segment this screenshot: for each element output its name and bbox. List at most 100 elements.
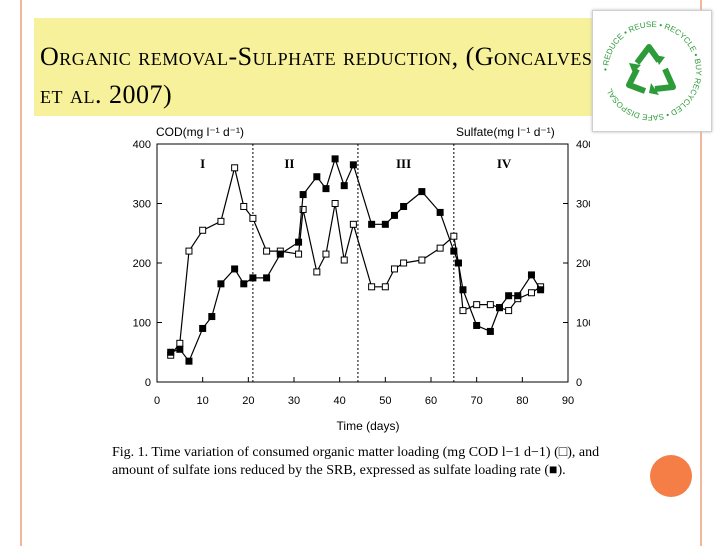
sulfate-point: [390, 211, 398, 219]
sulfate-point: [450, 247, 458, 255]
sulfate-point: [331, 155, 339, 163]
cod-point: [436, 244, 444, 252]
sulfate-point: [368, 220, 376, 228]
x-tick-label: 80: [516, 395, 528, 407]
y-right-tick-label: 400: [576, 139, 590, 151]
recycle-arrow-1: [634, 44, 662, 65]
sulfate-point: [322, 185, 330, 193]
chart: 0010010020020030030040040001020304050607…: [110, 118, 595, 445]
y-left-tick-label: 200: [133, 258, 151, 270]
cod-point: [486, 301, 494, 309]
cod-point: [381, 283, 389, 291]
sulfate-point: [473, 321, 481, 329]
sulfate-point: [496, 304, 503, 312]
x-axis-title: Time (days): [337, 419, 400, 433]
sulfate-point: [176, 345, 184, 353]
recycle-arrow-2: [654, 67, 676, 92]
x-tick-label: 40: [334, 395, 346, 407]
sulfate-point: [400, 202, 408, 210]
recycle-arrowhead-1: [655, 55, 665, 65]
recycle-logo: • REDUCE • REUSE • RECYCLE • BUY RECYCLE…: [592, 10, 712, 132]
sulfate-point: [505, 292, 513, 300]
figure-caption: Fig. 1. Time variation of consumed organ…: [112, 445, 600, 478]
cod-point: [340, 256, 348, 264]
decorative-dot: [650, 455, 692, 497]
sulfate-point: [295, 238, 303, 246]
phase-label: I: [200, 156, 205, 171]
x-tick-label: 60: [425, 395, 437, 407]
sulfate-point: [537, 286, 545, 294]
sulfate-point: [263, 274, 271, 282]
sulfate-point: [231, 265, 239, 273]
phase-label: IV: [497, 156, 512, 171]
y-left-tick-label: 100: [133, 318, 151, 330]
title-band: [34, 18, 694, 116]
cod-point: [527, 289, 535, 297]
sulfate-point: [459, 286, 467, 294]
cod-point: [231, 164, 239, 172]
series-line-1: [170, 167, 541, 356]
cod-point: [322, 250, 330, 258]
x-tick-label: 10: [197, 395, 209, 407]
y-right-tick-label: 0: [576, 377, 582, 389]
plot-frame: [156, 143, 569, 383]
cod-point: [185, 247, 193, 255]
recycle-arrow-3: [626, 67, 647, 94]
logo-text-path: • REDUCE • REUSE • RECYCLE • BUY RECYCLE…: [601, 20, 703, 122]
sulfate-point: [436, 208, 444, 216]
y-left-axis-title: COD(mg l⁻¹ d⁻¹): [156, 125, 244, 139]
sulfate-point: [217, 280, 225, 288]
chart-svg: 0010010020020030030040040001020304050607…: [133, 125, 595, 433]
y-left-tick-label: 400: [133, 139, 151, 151]
sulfate-point: [167, 348, 175, 356]
y-right-tick-label: 200: [576, 258, 590, 270]
cod-point: [505, 307, 513, 315]
sulfate-point: [249, 274, 257, 282]
recycle-icon: • REDUCE • REUSE • RECYCLE • BUY RECYCLE…: [601, 20, 703, 122]
x-tick-label: 90: [562, 395, 574, 407]
x-tick-label: 0: [154, 395, 160, 407]
sulfate-point: [527, 271, 535, 279]
sulfate-point: [240, 280, 248, 288]
series-line-2: [170, 156, 542, 363]
cod-point: [349, 220, 357, 228]
sulfate-point: [208, 313, 216, 321]
logo-text: • REDUCE • REUSE • RECYCLE • BUY RECYCLE…: [601, 20, 703, 122]
phase-label: II: [284, 156, 294, 171]
cod-point: [390, 265, 398, 273]
cod-point: [295, 250, 303, 258]
y-left-tick-label: 300: [133, 199, 151, 211]
sulfate-point: [299, 191, 307, 199]
cod-point: [400, 259, 408, 267]
cod-point: [199, 226, 207, 234]
cod-point: [368, 283, 376, 291]
cod-point: [217, 217, 225, 225]
sulfate-point: [418, 188, 426, 196]
sulfate-point: [313, 173, 321, 181]
y-right-axis-title: Sulfate(mg l⁻¹ d⁻¹): [456, 125, 555, 139]
recycle-arrowhead-2: [649, 83, 659, 95]
sulfate-point: [381, 220, 389, 228]
recycle-arrowhead-3: [629, 63, 641, 73]
cod-point: [176, 339, 184, 347]
cod-point: [240, 202, 248, 210]
cod-point: [473, 301, 481, 309]
sulfate-point: [199, 324, 207, 332]
sulfate-point: [486, 327, 494, 335]
sulfate-point: [454, 259, 462, 267]
cod-point: [299, 205, 307, 213]
cod-point: [263, 247, 271, 255]
x-tick-label: 30: [288, 395, 300, 407]
right-rule: [700, 0, 702, 546]
sulfate-point: [276, 250, 284, 258]
sulfate-point: [349, 161, 357, 169]
x-tick-label: 70: [471, 395, 483, 407]
cod-point: [459, 307, 467, 315]
cod-point: [331, 200, 339, 207]
y-right-tick-label: 100: [576, 318, 590, 330]
y-left-tick-label: 0: [145, 377, 151, 389]
cod-point: [313, 268, 321, 276]
x-tick-label: 20: [242, 395, 254, 407]
y-right-tick-label: 300: [576, 199, 590, 211]
cod-point: [249, 214, 257, 222]
